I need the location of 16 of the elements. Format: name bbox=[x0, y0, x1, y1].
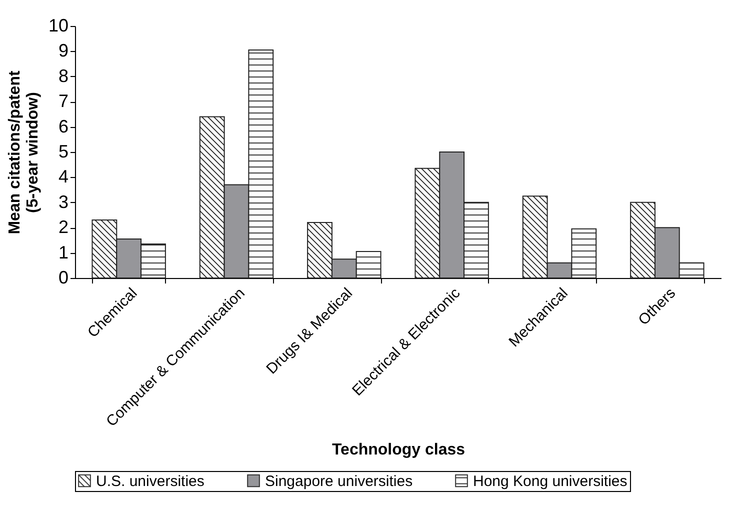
legend-label: Hong Kong universities bbox=[473, 472, 628, 490]
y-tick-label: 4 bbox=[58, 166, 68, 187]
y-tick-label: 5 bbox=[58, 142, 68, 162]
y-tick-label: 1 bbox=[58, 242, 68, 262]
y-tick-label: 9 bbox=[58, 40, 68, 61]
y-tick-label: 0 bbox=[58, 268, 68, 288]
legend-label: U.S. universities bbox=[96, 472, 204, 490]
y-tick-label: 3 bbox=[58, 192, 68, 212]
y-tick-label: 8 bbox=[58, 66, 68, 86]
y-tick-label: 6 bbox=[58, 116, 68, 136]
legend-label: Singapore universities bbox=[265, 472, 413, 490]
y-tick-label: 7 bbox=[58, 91, 68, 112]
y-tick-label: 10 bbox=[48, 16, 68, 36]
y-tick-label: 2 bbox=[58, 217, 68, 238]
y-axis-title: Mean citations/patent (5-year window) bbox=[6, 70, 42, 234]
x-axis-title: Technology class bbox=[332, 441, 466, 458]
